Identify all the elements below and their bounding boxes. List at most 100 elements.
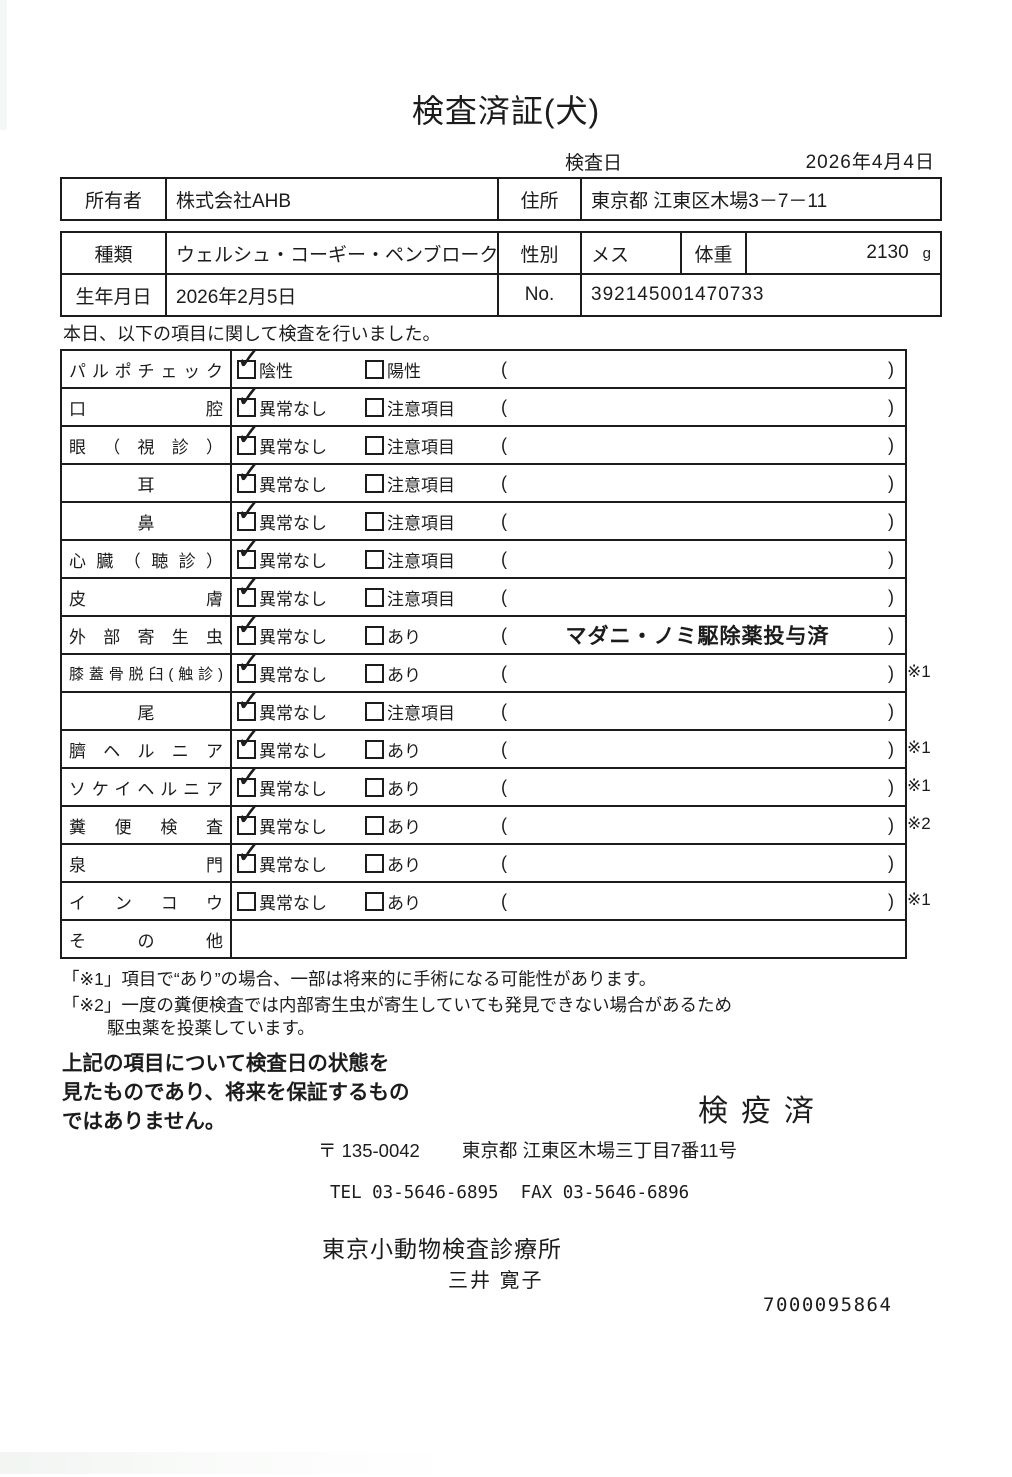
exam-item-text: 皮膚 <box>69 589 223 609</box>
remarks-area: ( ) <box>501 549 905 570</box>
exam-row-content: 異常なし 注意項目 ( ) <box>232 573 905 615</box>
exam-item-text: インコウ <box>69 893 223 913</box>
exam-row: 臍ヘルニア 異常なし あり ( ) ※1 <box>62 725 931 769</box>
exam-row: 口腔 異常なし 注意項目 ( ) <box>62 383 905 427</box>
birth-label: 生年月日 <box>60 273 167 317</box>
checkbox-negative-icon <box>236 497 261 531</box>
remarks-area: ( ) <box>501 701 905 722</box>
breed-label: 種類 <box>60 231 167 275</box>
checkbox-negative-icon <box>236 801 261 835</box>
remarks-note: マダニ・ノミ駆除薬投与済 <box>565 625 830 648</box>
exam-item-text: 眼（視診） <box>69 437 223 457</box>
exam-row: 心臓（聴診） 異常なし 注意項目 ( ) <box>62 535 905 579</box>
checkbox-positive-icon <box>365 625 384 645</box>
option-negative-label: 異常なし <box>259 513 327 533</box>
address-label: 住所 <box>497 177 582 221</box>
close-paren: ) <box>888 396 894 417</box>
footnote-ref-mark: ※1 <box>907 738 931 757</box>
exam-row-content: 異常なし あり ( ) <box>232 649 905 691</box>
open-paren: ( <box>501 396 507 417</box>
option-positive-label: あり <box>387 741 421 761</box>
registration-no-label: No. <box>497 273 582 317</box>
remarks-area: ( ) <box>501 397 905 418</box>
registration-no-value: 392145001470733 <box>580 273 942 317</box>
option-positive-label: 注意項目 <box>387 399 455 419</box>
remarks-area: ( ) <box>501 435 905 456</box>
option-negative-label: 陰性 <box>259 361 293 381</box>
exam-item-label: パルポチェック <box>62 351 232 387</box>
remarks-area: ( ) <box>501 815 905 836</box>
option-positive-label: あり <box>387 627 421 647</box>
quarantine-stamp: 検疫済 <box>698 1095 827 1128</box>
clinic-name: 東京小動物検査診療所 <box>322 1236 562 1262</box>
exam-row: 眼（視診） 異常なし 注意項目 ( ) <box>62 421 905 465</box>
checkbox-positive-icon <box>365 549 384 569</box>
exam-row-content: 異常なし あり ( ) <box>232 839 905 881</box>
exam-row: インコウ 異常なし あり ( ) ※1 <box>62 883 931 921</box>
pet-row-2: 生年月日 2026年2月5日 No. 392145001470733 <box>60 273 942 317</box>
footnote-ref-mark: ※2 <box>907 814 931 833</box>
result-option-positive: 注意項目 <box>365 509 501 534</box>
owner-table: 所有者 株式会社AHB 住所 東京都 江東区木場3－7－11 <box>60 177 942 221</box>
open-paren: ( <box>501 586 507 607</box>
exam-row: 外部寄生虫 異常なし あり ( マダニ・ノミ駆除薬投与済 ) <box>62 611 905 655</box>
checkbox-positive-icon <box>365 663 384 683</box>
pet-row-1: 種類 ウェルシュ・コーギー・ペンブローク 性別 メス 体重 2130 g <box>60 231 942 275</box>
footnote-2: 「※2」一度の糞便検査では内部寄生虫が寄生していても発見できない場合があるため … <box>62 994 732 1040</box>
exam-item-text: ソケイヘルニア <box>69 779 223 799</box>
remarks-area: ( ) <box>501 663 905 684</box>
disclaimer-line-1: 上記の項目について検査日の状態を <box>62 1052 390 1075</box>
weight-value: 2130 g <box>745 231 942 275</box>
footnote-ref-mark: ※1 <box>907 890 931 909</box>
exam-item-label: インコウ <box>62 883 232 919</box>
exam-table: パルポチェック 陰性 陽性 ( ) 口腔 <box>60 345 931 959</box>
result-option-negative: 異常なし <box>236 611 365 648</box>
checkbox-positive-icon <box>365 587 384 607</box>
checkbox-positive-icon <box>365 359 384 379</box>
exam-row: パルポチェック 陰性 陽性 ( ) <box>62 345 905 389</box>
open-paren: ( <box>501 510 507 531</box>
close-paren: ) <box>888 776 894 797</box>
exam-item-text: 口腔 <box>69 399 223 419</box>
remarks-area: ( ) <box>501 359 905 380</box>
exam-row: その他 <box>62 921 905 957</box>
inspection-date-value: 2026年4月4日 <box>805 152 935 173</box>
checkbox-positive-icon <box>365 473 384 493</box>
exam-row-content: 異常なし 注意項目 ( ) <box>232 421 905 463</box>
result-option-negative: 異常なし <box>236 687 365 724</box>
close-paren: ) <box>888 814 894 835</box>
close-paren: ) <box>888 472 894 493</box>
checkbox-negative-icon <box>236 839 261 873</box>
close-paren: ) <box>888 586 894 607</box>
clinic-fax: FAX 03-5646-6896 <box>520 1183 690 1203</box>
result-option-negative: 異常なし <box>236 535 365 572</box>
result-option-positive: あり <box>365 775 501 800</box>
exam-row-content: 異常なし あり ( ) <box>232 883 905 919</box>
open-paren: ( <box>501 434 507 455</box>
exam-item-label: ソケイヘルニア <box>62 769 232 805</box>
close-paren: ) <box>888 624 894 645</box>
result-option-negative: 異常なし <box>236 383 365 420</box>
option-positive-label: 注意項目 <box>387 513 455 533</box>
inspection-date-label: 検査日 <box>565 153 623 174</box>
open-paren: ( <box>501 624 507 645</box>
open-paren: ( <box>501 700 507 721</box>
open-paren: ( <box>501 890 507 911</box>
exam-item-text: 鼻 <box>137 513 155 533</box>
exam-item-label: 糞便検査 <box>62 807 232 843</box>
disclaimer-line-2: 見たものであり、将来を保証するもの <box>62 1081 410 1104</box>
exam-row: 尾 異常なし 注意項目 ( ) <box>62 687 905 731</box>
result-option-positive: 注意項目 <box>365 547 501 572</box>
checkbox-negative-icon <box>236 649 261 683</box>
clinic-tel: TEL 03-5646-6895 <box>330 1183 499 1203</box>
checkbox-negative-icon <box>236 725 261 759</box>
option-positive-label: あり <box>387 817 421 837</box>
open-paren: ( <box>501 738 507 759</box>
clinic-telfax-line: TEL 03-5646-6895 FAX 03-5646-6896 <box>330 1183 689 1203</box>
option-negative-label: 異常なし <box>259 817 327 837</box>
exam-item-label: 泉門 <box>62 845 232 881</box>
checkbox-positive-icon <box>365 511 384 531</box>
checkbox-positive-icon <box>365 853 384 873</box>
option-negative-label: 異常なし <box>259 475 327 495</box>
remarks-area: ( ) <box>501 853 905 874</box>
